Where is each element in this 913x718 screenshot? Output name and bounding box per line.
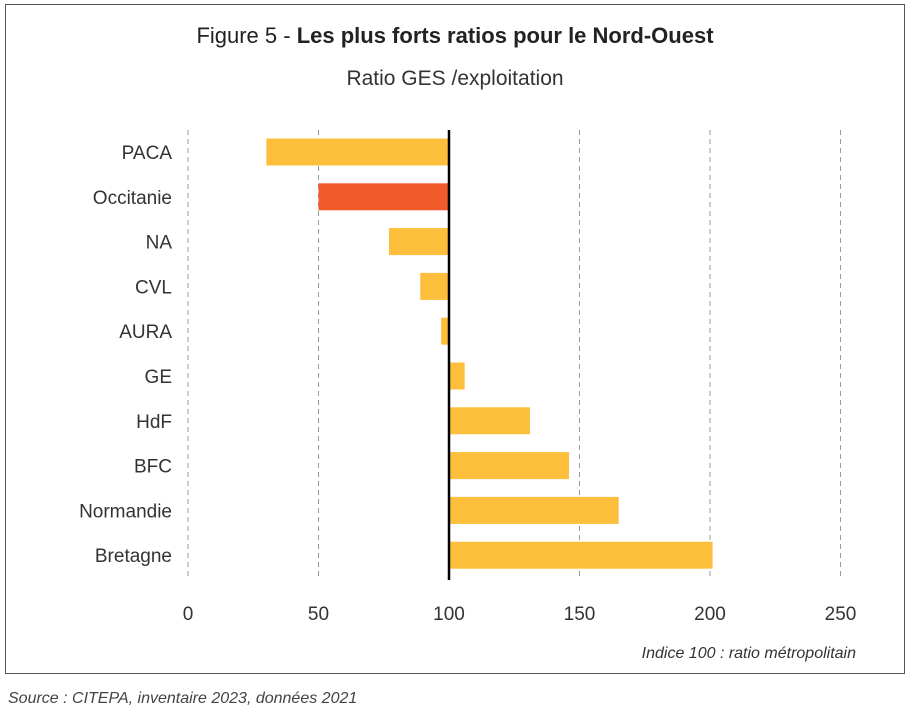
x-tick-label: 150 — [564, 604, 596, 625]
bar — [449, 362, 465, 390]
chart-subtitle: Ratio GES /exploitation — [346, 67, 564, 90]
category-label: GE — [145, 367, 172, 388]
category-label: Bretagne — [95, 546, 172, 567]
category-label: BFC — [134, 457, 172, 478]
x-tick-label: 50 — [308, 604, 329, 625]
bar — [318, 183, 449, 211]
chart-note: Indice 100 : ratio métropolitain — [641, 645, 856, 662]
x-tick-label: 250 — [825, 604, 857, 625]
bar — [449, 452, 570, 480]
title-prefix: Figure 5 - — [196, 23, 297, 48]
x-tick-label: 100 — [433, 604, 465, 625]
category-label: Occitanie — [93, 188, 172, 209]
category-label: Normandie — [79, 501, 172, 522]
bar — [449, 541, 713, 569]
bar — [388, 228, 449, 256]
category-label: CVL — [135, 277, 172, 298]
x-tick-label: 200 — [694, 604, 726, 625]
source-text: Source : CITEPA, inventaire 2023, donnée… — [8, 690, 358, 707]
x-tick-label: 0 — [183, 604, 194, 625]
category-label: NA — [146, 233, 173, 254]
category-label: PACA — [122, 143, 173, 164]
chart-frame: Figure 5 - Les plus forts ratios pour le… — [5, 4, 905, 674]
chart-title: Figure 5 - Les plus forts ratios pour le… — [6, 23, 904, 49]
bar — [441, 317, 449, 345]
bar-chart: 0 50 100 150 200 250 PACA Occitanie NA CVL AURA GE H… — [79, 130, 857, 625]
title-bold: Les plus forts ratios pour le Nord-Ouest — [296, 23, 714, 48]
bar — [449, 407, 530, 435]
category-label: HdF — [136, 412, 172, 433]
category-label: AURA — [119, 322, 172, 343]
bar — [420, 272, 449, 300]
bar — [449, 496, 619, 524]
bar — [266, 138, 449, 166]
